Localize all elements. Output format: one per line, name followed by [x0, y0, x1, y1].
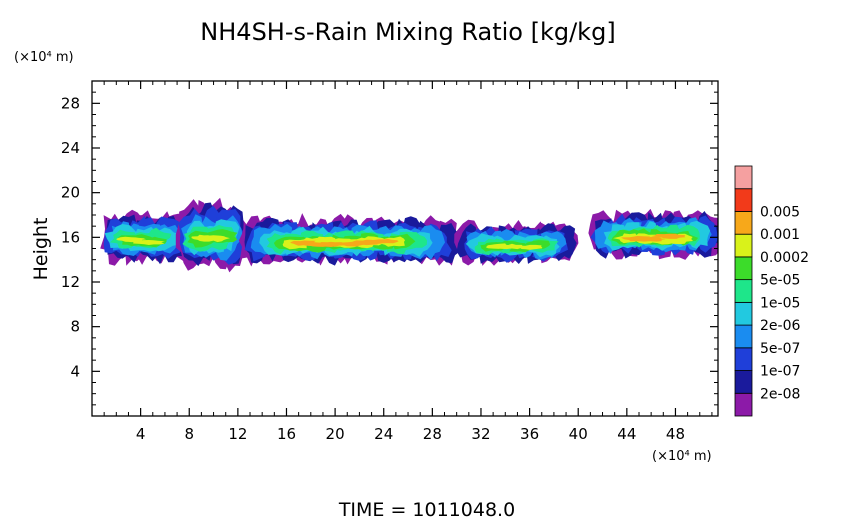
cloud-blob — [133, 240, 165, 245]
cloud-blob — [315, 241, 346, 247]
x-tick-label: 48 — [666, 425, 685, 443]
y-tick-label: 16 — [61, 228, 80, 246]
y-axis-label: Height — [30, 218, 52, 281]
cloud-blob — [205, 235, 230, 243]
cloud-blob — [369, 239, 399, 244]
colorbar-label: 1e-07 — [760, 364, 800, 380]
x-tick-label: 36 — [520, 425, 539, 443]
cloud-blob — [633, 236, 666, 242]
colorbar-label: 0.0002 — [760, 250, 809, 266]
colorbar-label: 2e-08 — [760, 386, 800, 402]
colorbar-label: 0.005 — [760, 204, 800, 220]
colorbar-labels: 2e-08 1e-07 5e-07 2e-06 1e-05 5e-05 0.0002 0.00… — [760, 204, 809, 402]
y-tick-label: 4 — [70, 362, 80, 380]
cloud-blob — [651, 233, 686, 239]
y-tick-label: 28 — [61, 94, 80, 112]
x-tick-label: 40 — [569, 425, 588, 443]
x-tick-label: 12 — [228, 425, 247, 443]
x-tick-label: 28 — [423, 425, 442, 443]
colorbar-swatch — [734, 301, 753, 326]
colorbar-swatch — [734, 392, 753, 417]
y-tick-label: 20 — [61, 184, 80, 202]
x-tick-label: 32 — [471, 425, 490, 443]
x-tick-label: 8 — [184, 425, 194, 443]
x-tick-label: 4 — [136, 425, 146, 443]
colorbar — [734, 165, 753, 417]
y-tick-label: 12 — [61, 273, 80, 291]
y-tick-labels: 4 8 12 16 20 24 28 — [61, 94, 80, 380]
cloud-field — [100, 197, 718, 273]
colorbar-swatch — [734, 347, 753, 371]
y-tick-label: 8 — [70, 318, 80, 336]
y-tick-label: 24 — [61, 139, 80, 157]
colorbar-label: 1e-05 — [760, 295, 800, 311]
colorbar-swatch — [734, 256, 753, 281]
colorbar-swatch — [734, 165, 753, 190]
colorbar-swatch — [734, 211, 753, 235]
time-footer: TIME = 1011048.0 — [338, 499, 515, 519]
x-tick-label: 24 — [374, 425, 393, 443]
x-tick-labels: 4 8 12 16 20 24 28 32 36 40 44 48 — [136, 425, 685, 443]
x-unit-label: (×10⁴ m) — [652, 449, 712, 464]
y-unit-label: (×10⁴ m) — [14, 50, 74, 65]
colorbar-swatch — [734, 279, 753, 303]
colorbar-label: 2e-06 — [760, 318, 800, 334]
x-tick-label: 44 — [617, 425, 636, 443]
colorbar-label: 5e-05 — [760, 273, 800, 289]
colorbar-swatch — [734, 370, 753, 394]
colorbar-label: 5e-07 — [760, 341, 800, 357]
colorbar-label: 0.001 — [760, 227, 800, 243]
x-tick-label: 16 — [277, 425, 296, 443]
axis-ticks — [92, 81, 718, 416]
colorbar-swatch — [734, 188, 753, 212]
cloud-blob — [517, 244, 543, 250]
colorbar-swatch — [734, 233, 753, 258]
colorbar-swatch — [734, 324, 753, 349]
chart-title: NH4SH-s-Rain Mixing Ratio [kg/kg] — [200, 18, 615, 46]
x-tick-label: 20 — [326, 425, 345, 443]
